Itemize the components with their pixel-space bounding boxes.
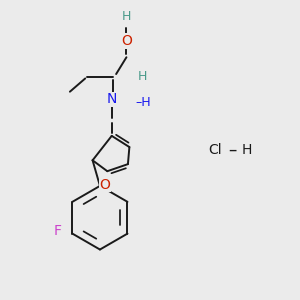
Text: H: H — [122, 10, 131, 23]
Text: –H: –H — [135, 96, 151, 110]
Text: N: N — [106, 92, 117, 106]
Text: O: O — [100, 178, 110, 192]
Text: H: H — [138, 70, 148, 83]
Text: O: O — [121, 34, 132, 48]
Text: –: – — [228, 141, 237, 159]
Text: H: H — [242, 143, 252, 157]
Text: Cl: Cl — [208, 143, 222, 157]
Text: F: F — [54, 224, 62, 238]
